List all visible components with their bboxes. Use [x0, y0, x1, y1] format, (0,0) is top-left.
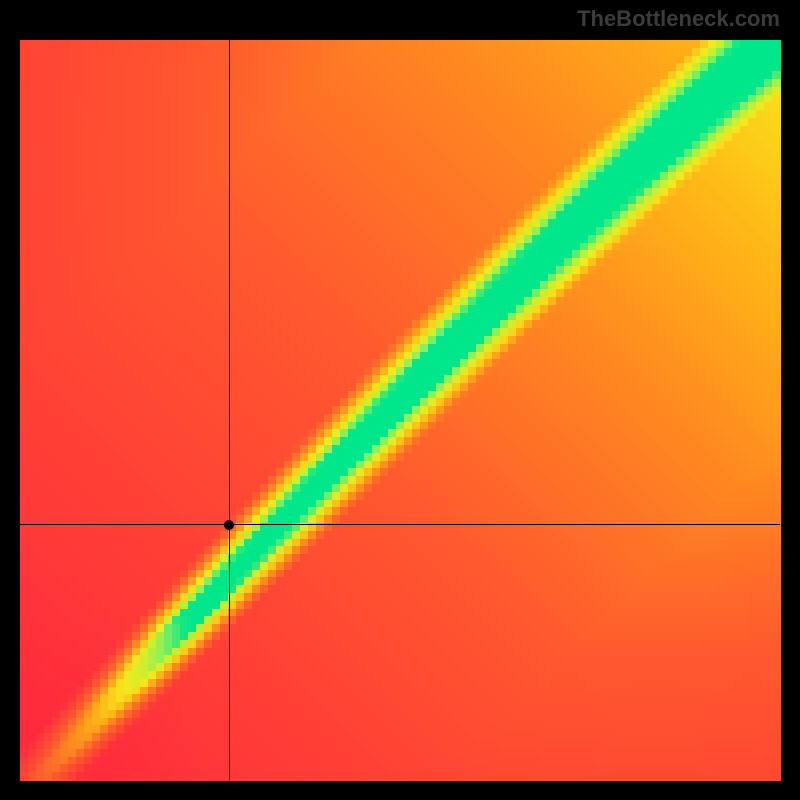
crosshair-vertical — [229, 40, 230, 780]
crosshair-horizontal — [20, 524, 780, 525]
heatmap-plot — [20, 40, 780, 780]
watermark-label: TheBottleneck.com — [577, 6, 780, 32]
crosshair-marker — [224, 520, 234, 530]
